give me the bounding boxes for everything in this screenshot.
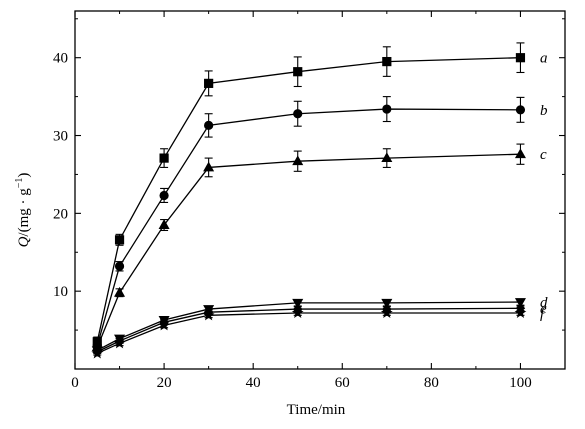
data-point-star (291, 306, 304, 318)
data-point-triangle-down (292, 298, 304, 309)
data-point-star (202, 309, 215, 321)
y-tick-label: 40 (53, 51, 68, 67)
data-point-triangle-down (514, 298, 526, 308)
data-point-star (91, 347, 104, 359)
data-point-star (113, 337, 126, 349)
data-point-square (293, 67, 303, 77)
data-point-triangle-down (381, 298, 393, 309)
data-point-circle (293, 109, 303, 119)
data-point-circle (204, 120, 214, 131)
series-f (91, 306, 527, 359)
data-point-triangle-up (203, 161, 215, 172)
data-point-square (159, 153, 169, 163)
y-axis-label-unit: /(mg · g (16, 188, 32, 237)
series-c (91, 143, 526, 352)
data-point-square (382, 56, 392, 67)
data-point-square (204, 78, 214, 88)
y-axis-label: Q/(mg · g−1) (14, 173, 32, 248)
series-a (92, 42, 526, 347)
series-label-d: d (540, 295, 548, 311)
x-tick-label: 40 (246, 375, 261, 391)
plot-frame (74, 10, 566, 370)
series-e (92, 303, 526, 357)
data-point-circle (515, 105, 526, 115)
y-axis-label-close: ) (16, 173, 32, 178)
series-b (92, 96, 526, 351)
data-point-triangle-up (158, 219, 170, 229)
x-tick-label: 20 (157, 375, 172, 391)
series-label-f: f (540, 306, 546, 322)
data-point-triangle-up (292, 155, 304, 166)
data-point-square (515, 53, 526, 63)
series-label-a: a (540, 51, 548, 67)
data-point-circle (382, 104, 392, 114)
y-axis-label-symbol: Q (16, 236, 32, 247)
series-label-c: c (540, 147, 547, 163)
data-point-star (514, 306, 527, 318)
series-label-e: e (540, 301, 547, 317)
plot-area: 0 20 40 60 80 100 10 20 30 40 a b c def (53, 10, 566, 391)
data-point-star (380, 306, 393, 318)
x-tick-label: 0 (71, 375, 79, 391)
x-tick-label: 80 (424, 375, 439, 391)
data-point-triangle-up (114, 286, 126, 297)
data-point-triangle-up (514, 148, 526, 159)
x-tick-label: 100 (509, 375, 532, 391)
series-label-b: b (540, 103, 548, 119)
data-point-circle (114, 261, 125, 271)
data-point-triangle-up (381, 152, 393, 163)
data-point-star (158, 319, 170, 331)
y-tick-label: 10 (53, 284, 68, 300)
data-point-square (114, 235, 125, 245)
y-tick-label: 30 (53, 129, 68, 145)
y-axis-label-exponent: −1 (14, 178, 25, 189)
series-d (91, 298, 526, 357)
x-axis-label: Time/min (287, 402, 346, 418)
x-tick-label: 60 (335, 375, 350, 391)
y-tick-label: 20 (53, 206, 68, 222)
data-point-circle (159, 190, 169, 201)
